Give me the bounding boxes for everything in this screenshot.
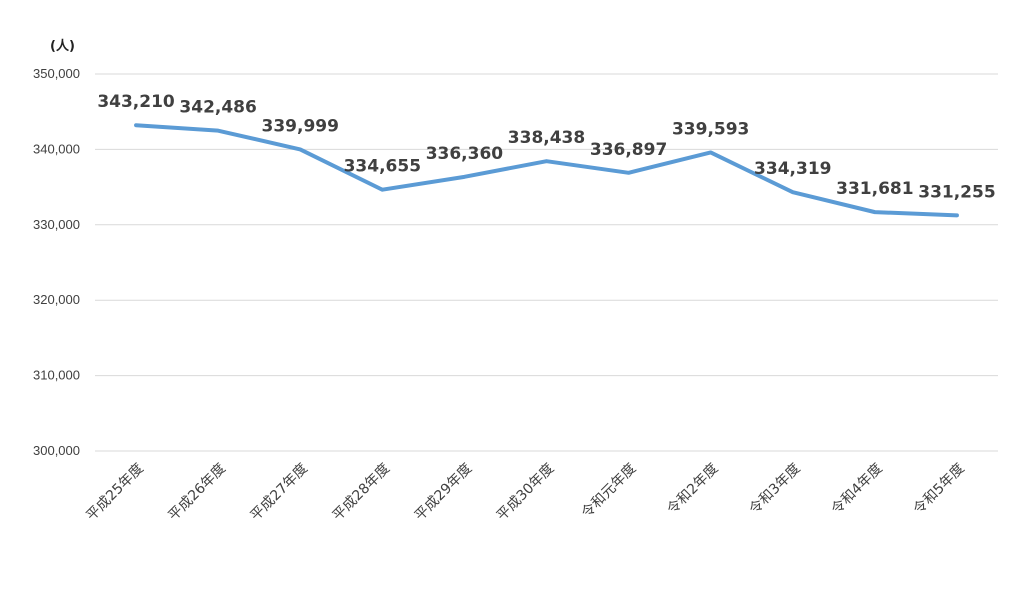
x-tick-label: 令和元年度 — [579, 461, 640, 522]
data-label: 331,255 — [918, 182, 995, 202]
y-tick-label: 300,000 — [33, 443, 80, 458]
x-tick-label: 平成25年度 — [83, 461, 147, 525]
y-tick-label: 350,000 — [33, 66, 80, 81]
x-tick-label: 平成28年度 — [330, 461, 394, 525]
x-tick-label: 令和3年度 — [746, 461, 803, 518]
y-axis-unit-label: (人) — [50, 38, 75, 54]
data-label: 339,593 — [672, 119, 749, 139]
y-tick-label: 320,000 — [33, 292, 80, 307]
x-tick-label: 平成26年度 — [165, 461, 229, 525]
data-label: 334,319 — [754, 159, 831, 179]
x-tick-label: 令和4年度 — [828, 461, 885, 518]
data-label: 336,360 — [426, 144, 504, 164]
x-tick-label: 平成29年度 — [412, 461, 476, 525]
x-tick-label: 令和5年度 — [911, 461, 968, 518]
data-label: 342,486 — [179, 98, 256, 118]
y-tick-label: 310,000 — [33, 368, 80, 383]
data-label: 339,999 — [262, 116, 339, 136]
data-label: 336,897 — [590, 140, 667, 160]
data-label: 338,438 — [508, 128, 585, 148]
x-tick-label: 平成27年度 — [248, 461, 312, 525]
y-tick-label: 340,000 — [33, 141, 80, 156]
data-label: 331,681 — [836, 179, 913, 199]
data-label: 334,655 — [344, 157, 421, 177]
x-tick-label: 平成30年度 — [494, 461, 558, 525]
y-tick-label: 330,000 — [33, 217, 80, 232]
x-tick-label: 令和2年度 — [664, 461, 721, 518]
data-label: 343,210 — [97, 92, 175, 112]
